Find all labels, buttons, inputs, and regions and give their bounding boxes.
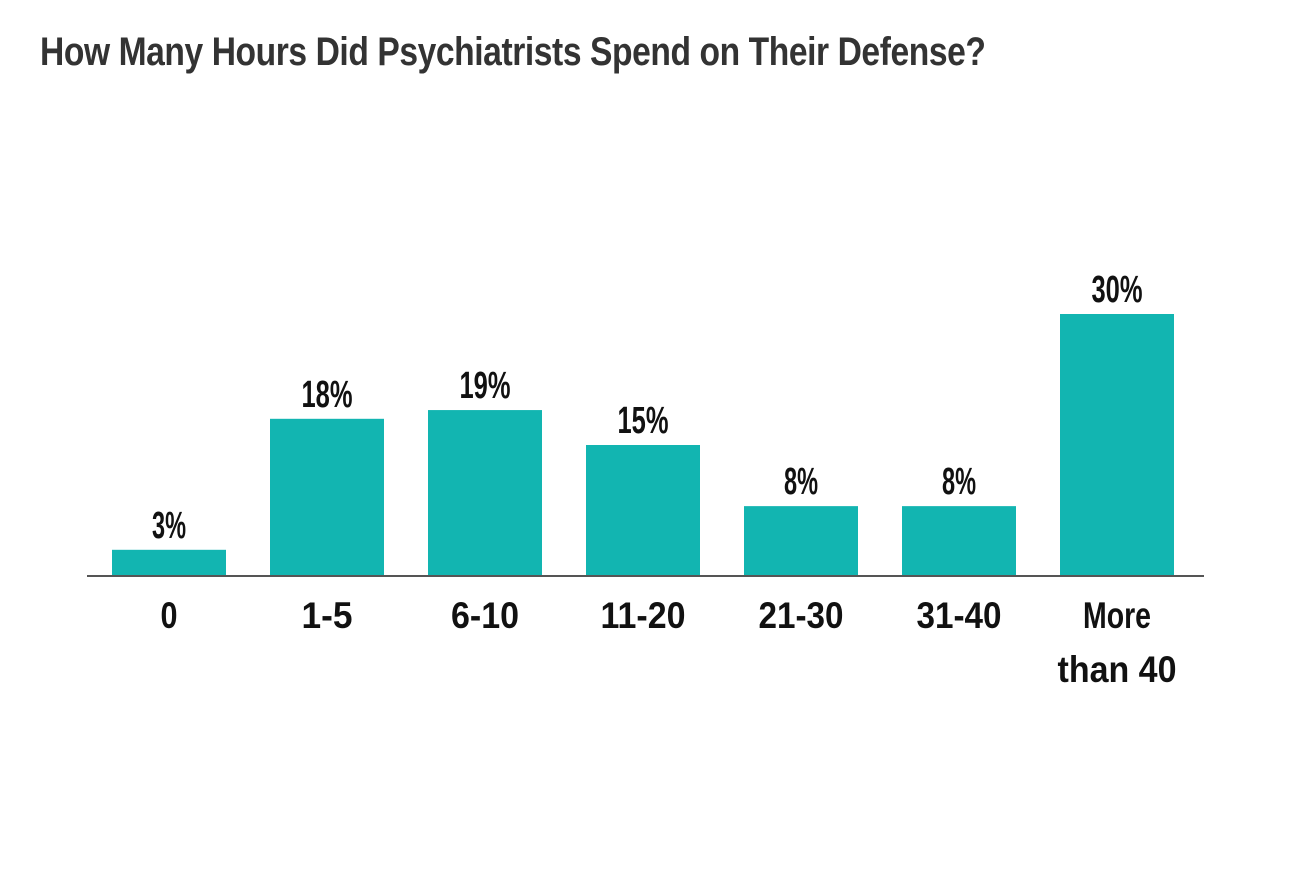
value-label: 19% xyxy=(460,365,511,407)
category-label: than 40 xyxy=(1058,649,1177,690)
value-label: 30% xyxy=(1092,269,1143,311)
category-labels-group: 0 1-5 6-10 11-20 21-30 31-40 More than 40 xyxy=(161,595,1177,690)
value-label: 8% xyxy=(942,461,976,503)
value-label: 18% xyxy=(302,374,353,416)
value-label: 15% xyxy=(618,400,669,442)
bar-0 xyxy=(112,549,226,576)
bar-11-20 xyxy=(586,445,700,576)
bars-group xyxy=(112,314,1174,576)
category-label: More xyxy=(1083,595,1151,636)
category-label: 31-40 xyxy=(917,595,1002,636)
bar-more-than-40 xyxy=(1060,314,1174,576)
category-label: 11-20 xyxy=(601,595,686,636)
bar-6-10 xyxy=(428,410,542,576)
value-labels-group: 3% 18% 19% 15% 8% 8% 30% xyxy=(152,269,1143,547)
category-label: 1-5 xyxy=(302,595,353,636)
bar-31-40 xyxy=(902,506,1016,576)
category-label: 21-30 xyxy=(759,595,844,636)
category-label: 6-10 xyxy=(451,595,519,636)
bar-1-5 xyxy=(270,418,384,576)
category-label: 0 xyxy=(161,595,178,636)
bar-21-30 xyxy=(744,506,858,576)
value-label: 3% xyxy=(152,505,186,547)
value-label: 8% xyxy=(784,461,818,503)
chart-title: How Many Hours Did Psychiatrists Spend o… xyxy=(40,30,986,74)
